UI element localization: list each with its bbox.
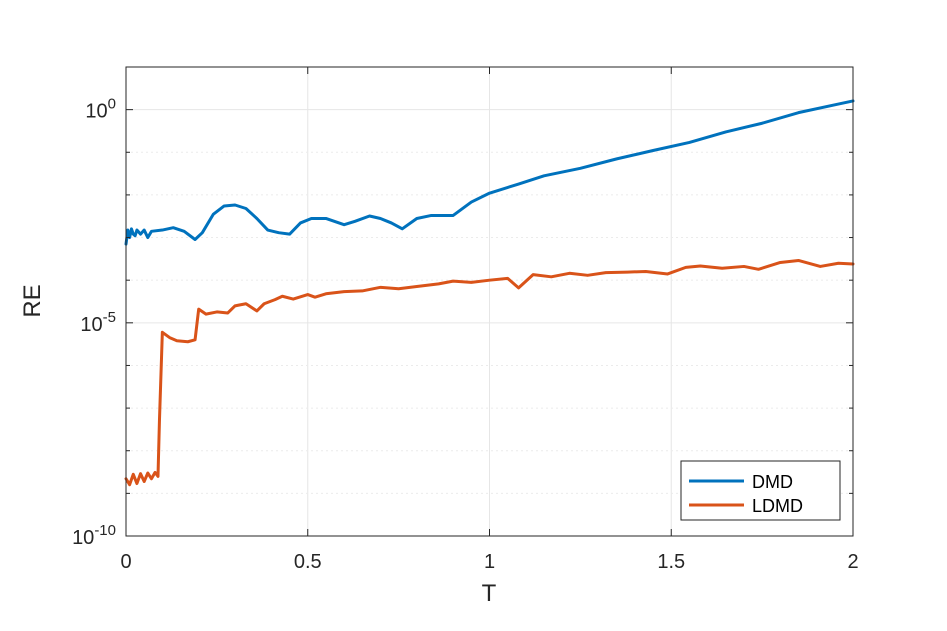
legend-label-ldmd: LDMD — [752, 496, 803, 516]
y-tick-label: 10-5 — [80, 309, 116, 336]
legend-box — [680, 460, 841, 521]
tick-marks — [125, 66, 854, 537]
series-layer — [124, 99, 855, 487]
x-tick-label: 0 — [120, 551, 131, 573]
series-line-dmd — [124, 99, 855, 246]
series-line-ldmd — [124, 258, 855, 487]
x-tick-label: 1.5 — [657, 551, 685, 573]
y-tick-label: 100 — [85, 96, 116, 123]
x-axis-title: T — [482, 580, 497, 607]
x-tick-label: 2 — [847, 551, 858, 573]
y-tick-label: 10-10 — [72, 522, 116, 549]
x-tick-label: 1 — [484, 551, 495, 573]
tick-labels: 0 0.5 1 1.5 2 100 10-5 10-10 — [72, 96, 859, 573]
legend-label-dmd: DMD — [752, 472, 793, 492]
x-tick-label: 0.5 — [294, 551, 322, 573]
y-axis-title: RE — [19, 284, 46, 317]
legend: DMD LDMD — [680, 460, 841, 521]
